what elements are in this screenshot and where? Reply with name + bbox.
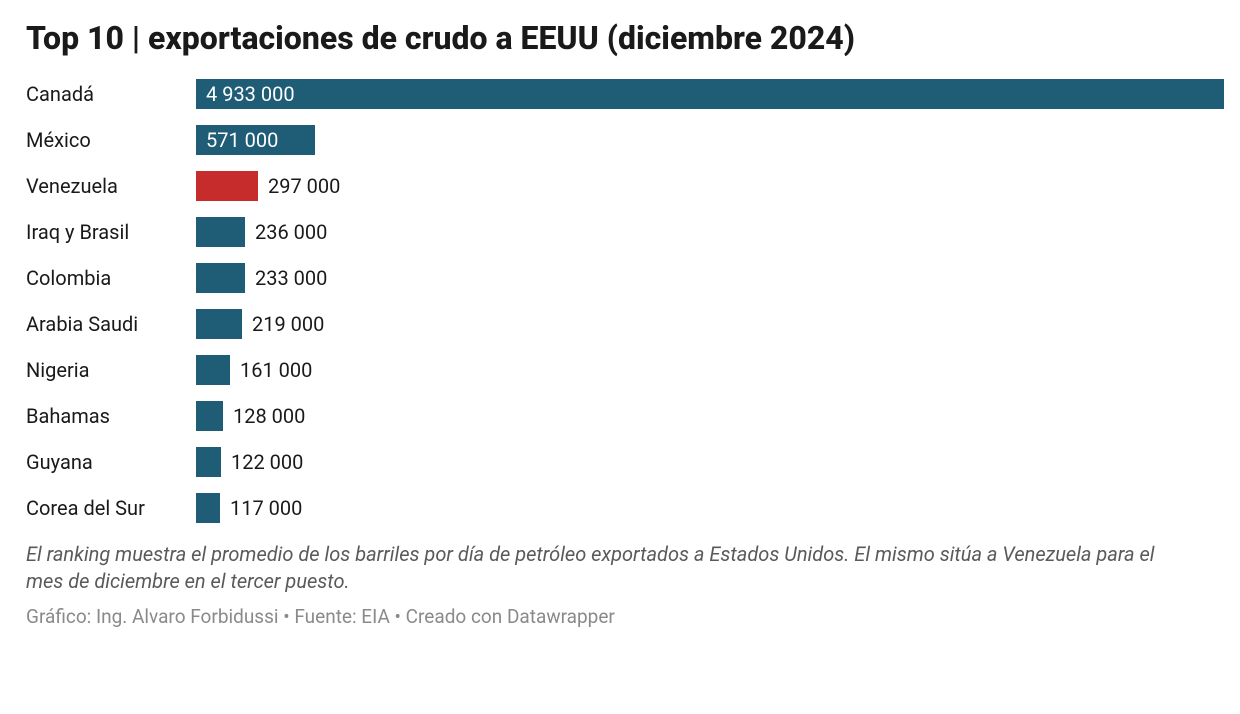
category-label: México [26, 128, 196, 152]
value-label: 128 000 [233, 404, 305, 428]
value-label: 122 000 [231, 450, 303, 474]
value-label: 117 000 [230, 496, 302, 520]
bar-track: 117 000 [196, 493, 1214, 523]
chart-notes: El ranking muestra el promedio de los ba… [26, 541, 1186, 595]
value-label: 4 933 000 [206, 82, 295, 106]
bar [196, 217, 245, 247]
category-label: Colombia [26, 266, 196, 290]
category-label: Guyana [26, 450, 196, 474]
bar-row: México 571 000 [26, 125, 1214, 155]
bar [196, 401, 223, 431]
bar-track: 122 000 [196, 447, 1214, 477]
value-label: 233 000 [255, 266, 327, 290]
bar [196, 79, 1224, 109]
bar-row: Bahamas 128 000 [26, 401, 1214, 431]
bar [196, 355, 230, 385]
category-label: Canadá [26, 82, 196, 106]
bar [196, 493, 220, 523]
category-label: Venezuela [26, 174, 196, 198]
value-label: 219 000 [252, 312, 324, 336]
value-label: 571 000 [206, 128, 278, 152]
category-label: Corea del Sur [26, 496, 196, 520]
category-label: Nigeria [26, 358, 196, 382]
bar-track: 128 000 [196, 401, 1214, 431]
category-label: Bahamas [26, 404, 196, 428]
bar-track: 4 933 000 [196, 79, 1214, 109]
value-label: 161 000 [240, 358, 312, 382]
bar-chart: Canadá 4 933 000 México 571 000 Venezuela 297… [26, 79, 1214, 523]
bar-row: Arabia Saudi 219 000 [26, 309, 1214, 339]
bar-row: Corea del Sur 117 000 [26, 493, 1214, 523]
bar [196, 447, 221, 477]
bar-row: Canadá 4 933 000 [26, 79, 1214, 109]
bar-track: 571 000 [196, 125, 1214, 155]
bar-row: Guyana 122 000 [26, 447, 1214, 477]
bar-track: 297 000 [196, 171, 1214, 201]
bar [196, 263, 245, 293]
value-label: 297 000 [268, 174, 340, 198]
chart-footer: Gráfico: Ing. Alvaro Forbidussi • Fuente… [26, 605, 1214, 628]
bar-row: Nigeria 161 000 [26, 355, 1214, 385]
bar [196, 309, 242, 339]
category-label: Iraq y Brasil [26, 220, 196, 244]
chart-container: Top 10 | exportaciones de crudo a EEUU (… [0, 0, 1240, 714]
bar-track: 236 000 [196, 217, 1214, 247]
category-label: Arabia Saudi [26, 312, 196, 336]
bar-row: Colombia 233 000 [26, 263, 1214, 293]
bar-row: Iraq y Brasil 236 000 [26, 217, 1214, 247]
value-label: 236 000 [255, 220, 327, 244]
bar-row: Venezuela 297 000 [26, 171, 1214, 201]
bar-track: 219 000 [196, 309, 1214, 339]
chart-title: Top 10 | exportaciones de crudo a EEUU (… [26, 20, 1214, 57]
bar [196, 171, 258, 201]
bar-track: 161 000 [196, 355, 1214, 385]
bar-track: 233 000 [196, 263, 1214, 293]
